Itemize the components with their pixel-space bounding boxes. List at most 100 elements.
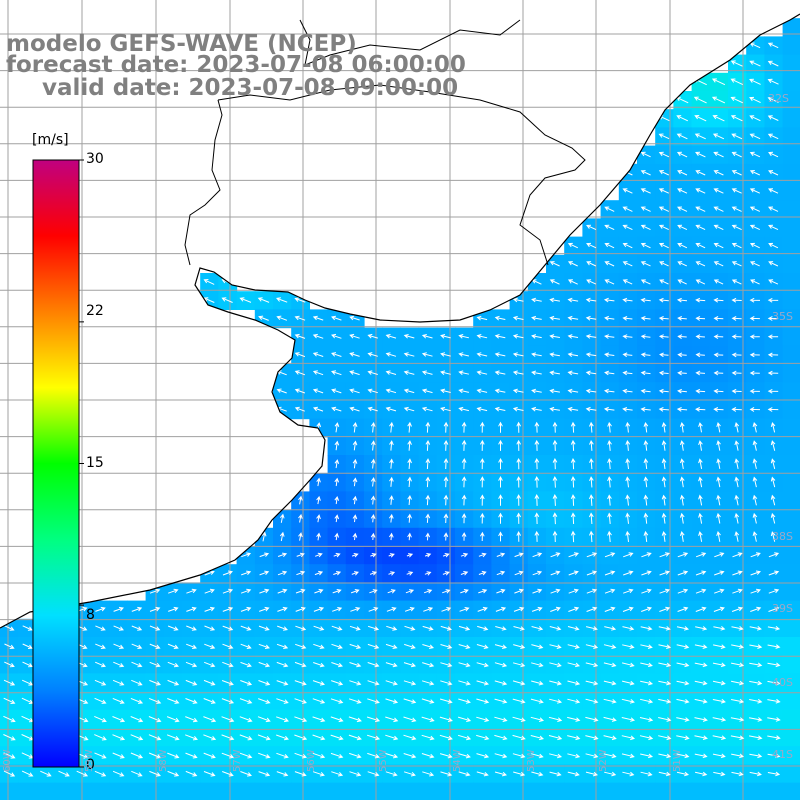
wind-arrow bbox=[730, 115, 743, 122]
wind-arrow bbox=[658, 334, 669, 339]
wind-cell bbox=[400, 782, 420, 800]
wind-arrow bbox=[552, 494, 558, 506]
wind-arrow bbox=[767, 352, 779, 358]
wind-arrow bbox=[713, 188, 724, 194]
wind-arrow bbox=[476, 388, 488, 394]
lon-label: 53W bbox=[526, 749, 537, 772]
wind-arrow bbox=[94, 734, 107, 741]
wind-arrow bbox=[732, 570, 743, 576]
wind-arrow bbox=[603, 735, 617, 741]
wind-arrow bbox=[222, 771, 234, 777]
wind-arrow bbox=[312, 352, 324, 357]
wind-arrow bbox=[695, 552, 707, 558]
wind-arrow bbox=[461, 513, 467, 524]
wind-arrow bbox=[298, 513, 303, 523]
wind-arrow bbox=[768, 552, 780, 558]
wind-arrow bbox=[749, 261, 760, 267]
wind-arrow bbox=[661, 421, 667, 433]
wind-arrow bbox=[749, 662, 763, 668]
wind-arrow bbox=[203, 752, 216, 759]
wind-arrow bbox=[514, 588, 524, 594]
wind-arrow bbox=[388, 553, 395, 558]
wind-arrow bbox=[531, 406, 542, 412]
wind-arrow bbox=[585, 315, 597, 321]
wind-arrow bbox=[621, 680, 635, 686]
wind-arrow bbox=[422, 625, 434, 631]
wind-arrow bbox=[239, 698, 253, 704]
wind-arrow bbox=[370, 553, 377, 558]
wind-arrow bbox=[731, 606, 744, 612]
wind-arrow bbox=[622, 644, 635, 649]
wind-arrow bbox=[512, 388, 524, 394]
wind-arrow bbox=[403, 680, 417, 686]
wind-arrow bbox=[316, 477, 321, 487]
colorbar-tick-30: 30 bbox=[86, 151, 104, 167]
wind-arrow bbox=[570, 530, 576, 543]
wind-arrow bbox=[731, 261, 742, 267]
wind-arrow bbox=[570, 494, 576, 506]
wind-cell bbox=[327, 782, 347, 800]
wind-arrow bbox=[731, 698, 745, 704]
wind-arrow bbox=[730, 60, 743, 67]
wind-cell bbox=[782, 163, 800, 183]
wind-arrow bbox=[567, 279, 578, 285]
wind-cell bbox=[782, 655, 800, 674]
wind-arrow bbox=[622, 626, 635, 631]
wind-arrow bbox=[440, 388, 451, 394]
wind-arrow bbox=[659, 552, 670, 558]
wind-arrow bbox=[641, 606, 652, 612]
wind-arrow bbox=[221, 752, 235, 759]
wind-arrow bbox=[713, 370, 724, 376]
wind-arrow bbox=[607, 458, 612, 470]
wind-arrow bbox=[385, 680, 398, 686]
wind-arrow bbox=[750, 279, 760, 285]
wind-arrow bbox=[440, 680, 453, 686]
wind-arrow bbox=[694, 735, 708, 740]
wind-arrow bbox=[95, 643, 106, 649]
wind-arrow bbox=[350, 589, 360, 594]
wind-cell bbox=[273, 782, 292, 800]
wind-arrow bbox=[94, 770, 107, 777]
wind-arrow bbox=[734, 458, 740, 470]
wind-arrow bbox=[421, 698, 435, 704]
wind-arrow bbox=[534, 494, 540, 506]
wind-arrow bbox=[334, 495, 340, 505]
lon-label: 51W bbox=[672, 749, 683, 772]
wind-arrow bbox=[259, 588, 270, 594]
wind-arrow bbox=[331, 680, 344, 686]
wind-arrow bbox=[549, 334, 560, 339]
wind-arrow bbox=[658, 771, 671, 777]
wind-arrow bbox=[366, 734, 381, 741]
wind-arrow bbox=[713, 242, 724, 249]
wind-arrow bbox=[567, 662, 581, 668]
wind-arrow bbox=[352, 514, 358, 523]
wind-arrow bbox=[476, 315, 488, 321]
wind-arrow bbox=[258, 661, 271, 668]
wind-arrow bbox=[622, 279, 633, 285]
wind-arrow bbox=[730, 717, 745, 722]
wind-arrow bbox=[239, 297, 252, 303]
wind-arrow bbox=[734, 494, 740, 506]
wind-arrow bbox=[512, 734, 526, 741]
wind-cell bbox=[618, 782, 638, 800]
wind-arrow bbox=[767, 42, 779, 49]
wind-arrow bbox=[713, 151, 724, 158]
wind-cell bbox=[764, 782, 784, 800]
wind-arrow bbox=[439, 734, 453, 741]
wind-arrow bbox=[622, 316, 633, 321]
wind-arrow bbox=[643, 494, 649, 506]
wind-arrow bbox=[731, 297, 742, 303]
wind-arrow bbox=[712, 717, 727, 722]
wind-arrow bbox=[458, 370, 470, 375]
wind-arrow bbox=[731, 279, 742, 285]
wind-arrow bbox=[676, 735, 690, 741]
wind-arrow bbox=[458, 334, 470, 339]
wind-arrow bbox=[221, 680, 234, 686]
wind-arrow bbox=[567, 315, 579, 321]
wind-cell bbox=[473, 782, 492, 800]
wind-arrow bbox=[276, 661, 289, 668]
wind-arrow bbox=[695, 388, 706, 394]
wind-arrow bbox=[112, 679, 125, 686]
wind-arrow bbox=[352, 458, 358, 469]
wind-arrow bbox=[716, 440, 721, 451]
